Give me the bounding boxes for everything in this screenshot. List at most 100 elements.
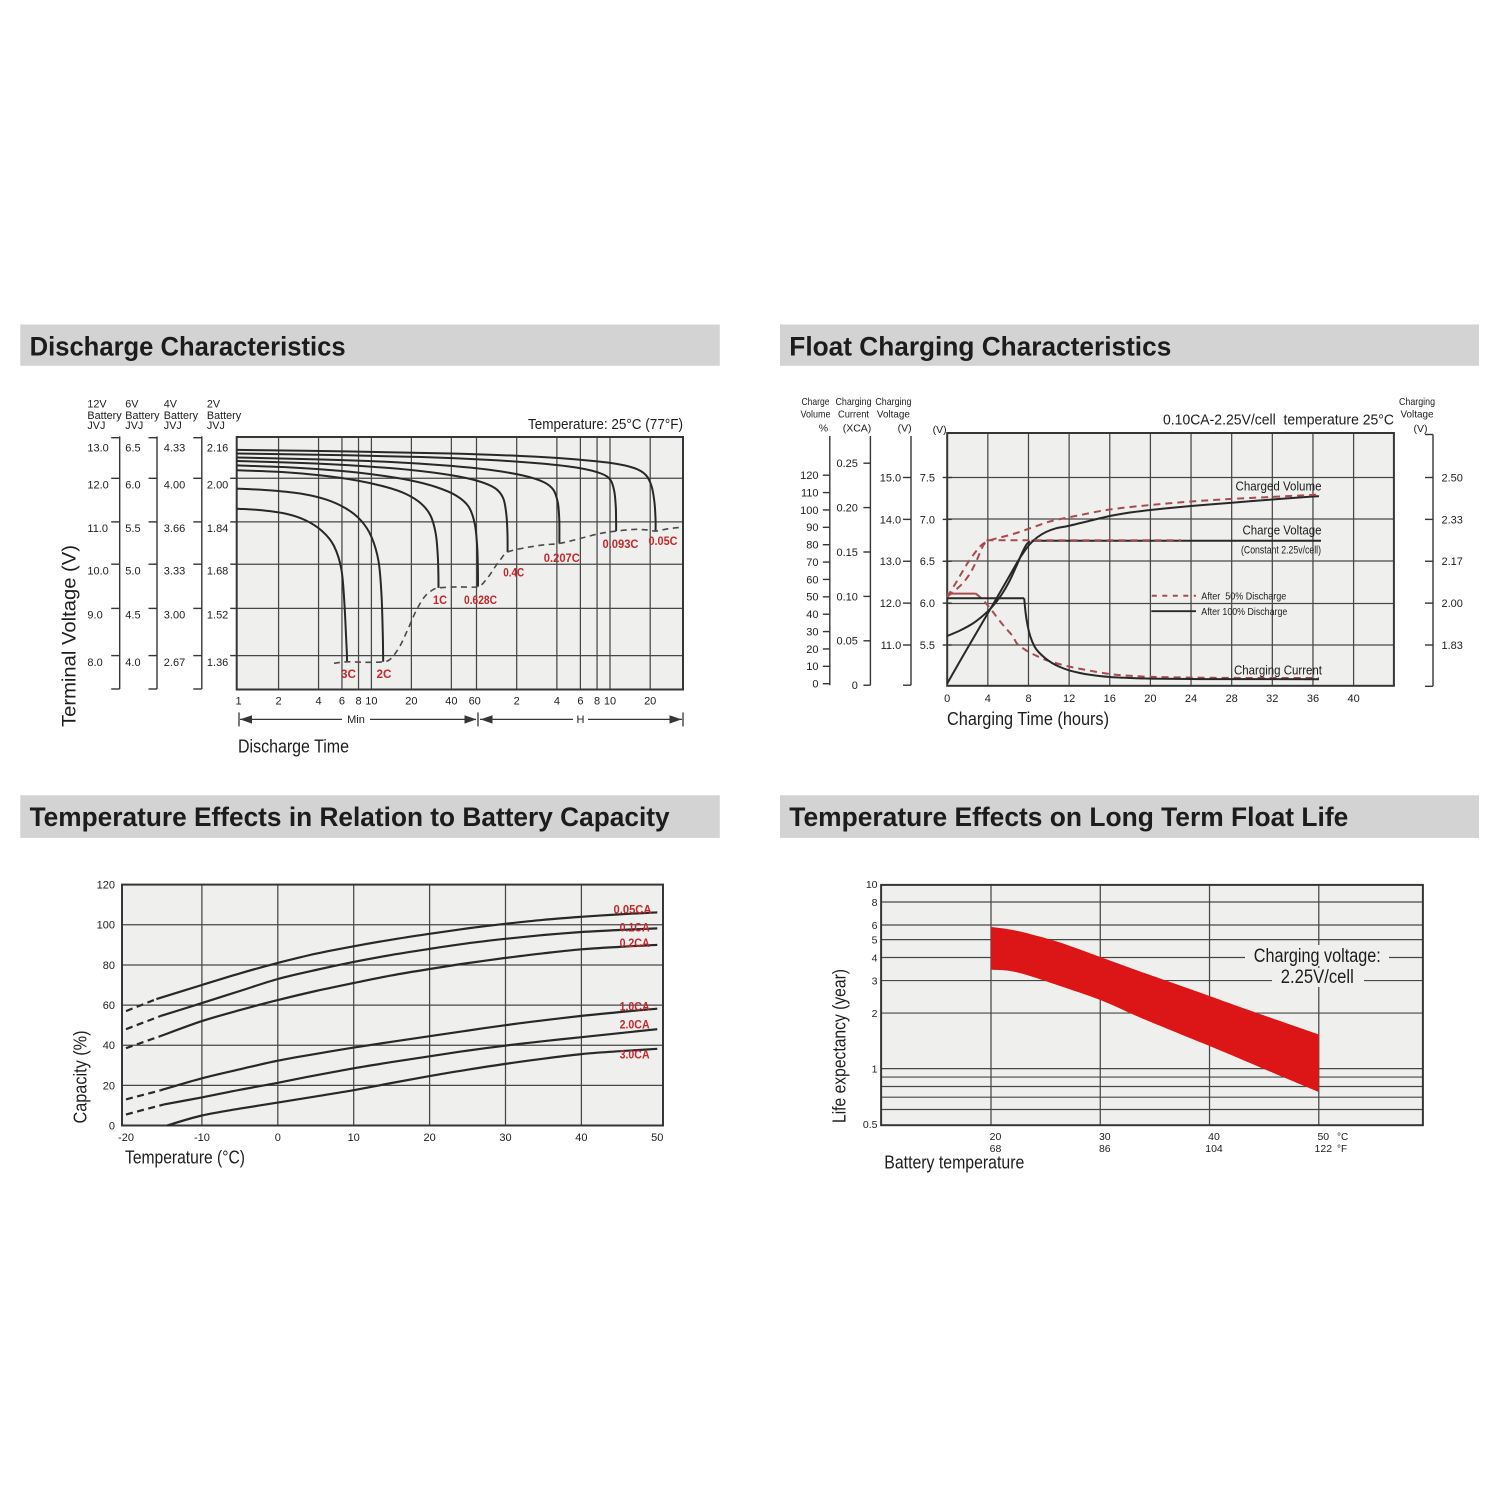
- svg-text:Voltage: Voltage: [1401, 410, 1434, 421]
- svg-text:12V: 12V: [87, 399, 107, 411]
- svg-text:10.0: 10.0: [87, 566, 108, 578]
- svg-text:0.05C: 0.05C: [649, 534, 678, 548]
- svg-text:Volume: Volume: [801, 410, 831, 421]
- svg-text:After 50% Discharge: After 50% Discharge: [1201, 591, 1286, 602]
- svg-text:Life expectancy (year): Life expectancy (year): [830, 969, 850, 1123]
- svg-text:2C: 2C: [377, 667, 392, 681]
- svg-text:14.0: 14.0: [880, 514, 901, 526]
- svg-text:10: 10: [604, 696, 616, 708]
- svg-text:H: H: [577, 714, 585, 726]
- svg-text:(V): (V): [933, 424, 947, 436]
- svg-text:0.207C: 0.207C: [544, 551, 580, 565]
- svg-text:68: 68: [990, 1143, 1002, 1155]
- svg-text:Voltage: Voltage: [877, 410, 910, 421]
- svg-text:2.25V/cell: 2.25V/cell: [1281, 967, 1354, 988]
- svg-text:Discharge Time: Discharge Time: [238, 737, 349, 757]
- svg-text:6.0: 6.0: [125, 480, 140, 492]
- svg-text:2.17: 2.17: [1442, 556, 1463, 568]
- svg-text:4.5: 4.5: [125, 610, 140, 622]
- svg-text:110: 110: [801, 488, 819, 500]
- svg-text:4.00: 4.00: [164, 480, 185, 492]
- svg-text:32: 32: [1266, 693, 1278, 705]
- svg-text:8: 8: [1025, 693, 1031, 705]
- svg-text:50: 50: [1317, 1131, 1329, 1143]
- svg-text:3.66: 3.66: [164, 523, 185, 535]
- svg-text:(Constant 2.25v/cell): (Constant 2.25v/cell): [1241, 545, 1321, 557]
- svg-text:Charging Time (hours): Charging Time (hours): [947, 709, 1109, 729]
- svg-text:1C: 1C: [433, 593, 447, 607]
- svg-text:2.00: 2.00: [1442, 598, 1463, 610]
- svg-text:4V: 4V: [164, 399, 178, 411]
- svg-text:6V: 6V: [125, 399, 139, 411]
- svg-text:100: 100: [800, 505, 818, 517]
- svg-text:1.36: 1.36: [207, 657, 228, 669]
- svg-text:Current: Current: [838, 410, 869, 421]
- svg-text:JVJ: JVJ: [164, 420, 182, 432]
- svg-text:2.67: 2.67: [164, 657, 185, 669]
- svg-text:0.10CA-2.25V/cell temperature: 0.10CA-2.25V/cell temperature 25°C: [1163, 413, 1394, 429]
- svg-text:1.68: 1.68: [207, 566, 228, 578]
- svg-text:JVJ: JVJ: [125, 420, 143, 432]
- svg-text:0.25: 0.25: [836, 458, 857, 470]
- svg-text:Min: Min: [347, 714, 365, 726]
- svg-text:8: 8: [872, 897, 878, 909]
- svg-text:8: 8: [594, 696, 600, 708]
- svg-text:30: 30: [499, 1132, 511, 1144]
- svg-text:20: 20: [1144, 693, 1156, 705]
- svg-text:0: 0: [944, 693, 950, 705]
- svg-text:6.5: 6.5: [920, 556, 935, 568]
- svg-text:2.50: 2.50: [1442, 472, 1463, 484]
- svg-text:(V): (V): [1414, 423, 1428, 435]
- svg-text:20: 20: [644, 696, 656, 708]
- svg-text:2V: 2V: [207, 399, 221, 411]
- svg-text:Float Charging Characteristics: Float Charging Characteristics: [789, 331, 1171, 361]
- svg-text:0: 0: [109, 1120, 115, 1132]
- svg-text:5.5: 5.5: [920, 640, 935, 652]
- svg-text:12.0: 12.0: [87, 480, 108, 492]
- svg-text:8: 8: [355, 696, 361, 708]
- svg-text:4: 4: [985, 693, 991, 705]
- svg-text:1.83: 1.83: [1442, 640, 1463, 652]
- svg-text:1.0CA: 1.0CA: [620, 1000, 650, 1014]
- svg-text:5.5: 5.5: [125, 523, 140, 535]
- svg-text:Charging: Charging: [1399, 397, 1435, 408]
- svg-text:-20: -20: [118, 1132, 134, 1144]
- svg-text:6: 6: [577, 696, 583, 708]
- svg-text:6: 6: [872, 920, 878, 932]
- svg-text:Temperature Effects in Relatio: Temperature Effects in Relation to Batte…: [30, 802, 670, 832]
- svg-text:4.33: 4.33: [164, 443, 185, 455]
- svg-text:6.0: 6.0: [920, 598, 935, 610]
- svg-text:36: 36: [1307, 693, 1319, 705]
- svg-text:0.05: 0.05: [836, 636, 857, 648]
- svg-text:3.33: 3.33: [164, 566, 185, 578]
- svg-text:After 100% Discharge: After 100% Discharge: [1201, 607, 1287, 618]
- svg-text:1: 1: [236, 696, 242, 708]
- svg-text:24: 24: [1185, 693, 1197, 705]
- svg-text:-10: -10: [194, 1132, 210, 1144]
- svg-text:2.33: 2.33: [1442, 514, 1463, 526]
- svg-text:2.16: 2.16: [207, 443, 228, 455]
- svg-text:4: 4: [316, 696, 322, 708]
- svg-text:20: 20: [990, 1131, 1002, 1143]
- svg-text:2: 2: [276, 696, 282, 708]
- svg-text:Battery: Battery: [87, 410, 122, 422]
- svg-text:13.0: 13.0: [87, 443, 108, 455]
- svg-text:9.0: 9.0: [87, 610, 102, 622]
- svg-text:Charging voltage:: Charging voltage:: [1254, 946, 1381, 967]
- svg-text:20: 20: [103, 1080, 115, 1092]
- svg-text:40: 40: [1208, 1131, 1220, 1143]
- svg-text:60: 60: [806, 574, 818, 586]
- svg-text:10: 10: [365, 696, 377, 708]
- svg-text:7.0: 7.0: [920, 514, 935, 526]
- svg-text:2.00: 2.00: [207, 480, 228, 492]
- svg-text:0.628C: 0.628C: [464, 593, 497, 607]
- svg-text:0.05CA: 0.05CA: [614, 903, 652, 917]
- svg-text:20: 20: [423, 1132, 435, 1144]
- svg-text:2: 2: [872, 1008, 878, 1020]
- svg-text:Battery: Battery: [125, 410, 160, 422]
- svg-text:90: 90: [806, 522, 818, 534]
- svg-text:11.0: 11.0: [87, 523, 108, 535]
- svg-text:Charging: Charging: [875, 397, 911, 408]
- svg-text:1: 1: [872, 1063, 878, 1075]
- svg-text:60: 60: [469, 696, 481, 708]
